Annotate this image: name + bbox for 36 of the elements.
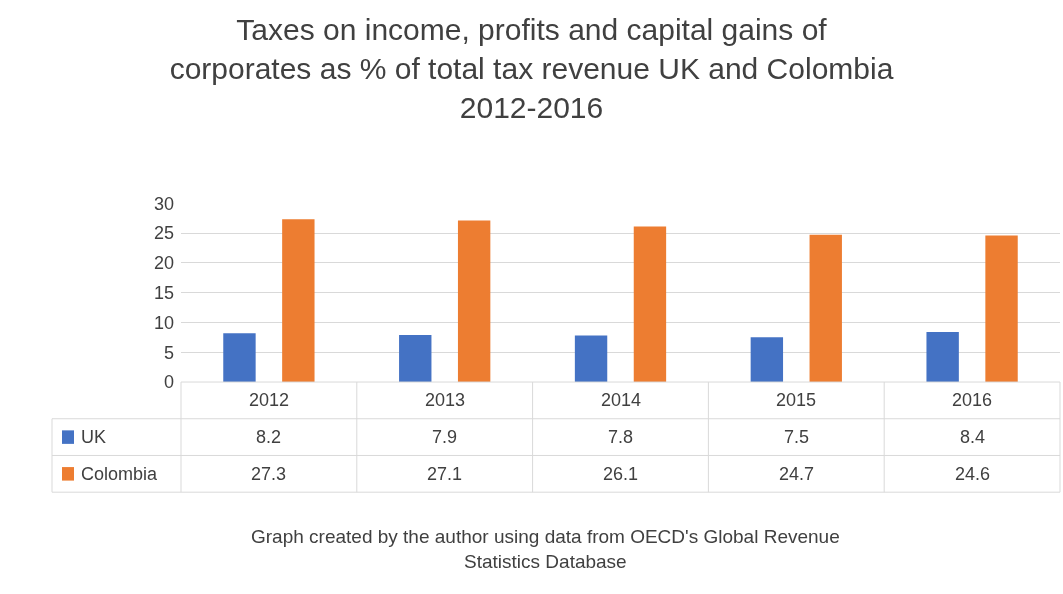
- x-tick-label: 2012: [249, 390, 290, 410]
- data-label: 7.8: [608, 427, 634, 447]
- data-label: 27.1: [427, 464, 463, 484]
- bar: [399, 334, 432, 383]
- bar: [985, 235, 1018, 383]
- data-label: 8.2: [256, 427, 282, 447]
- legend-label: UK: [81, 427, 107, 447]
- data-label: 24.6: [955, 464, 991, 484]
- bar: [282, 219, 315, 383]
- y-tick-label: 30: [153, 193, 174, 214]
- data-label: 7.9: [432, 427, 458, 447]
- y-tick-label: 0: [163, 372, 174, 393]
- x-tick-label: 2013: [425, 390, 466, 410]
- bar: [457, 220, 491, 383]
- bar: [574, 335, 608, 383]
- chart-title: Taxes on income, profits and capital gains of corporates as % of total tax revenue UK and Colombia 2012-2016: [169, 13, 894, 124]
- y-tick-label: 25: [153, 223, 174, 244]
- data-label: 8.4: [960, 427, 986, 447]
- data-label: 26.1: [603, 464, 639, 484]
- bar: [926, 331, 959, 383]
- bar: [809, 234, 842, 383]
- y-tick-label: 10: [153, 312, 174, 333]
- text: Graph created by the author using data from OECD's Global Revenue Statistics Database: [251, 526, 840, 572]
- bar: [633, 226, 667, 383]
- data-label: 27.3: [251, 464, 287, 484]
- legend-label: Colombia: [81, 464, 159, 484]
- y-tick-label: 15: [153, 282, 174, 303]
- bar: [750, 337, 784, 383]
- x-tick-label: 2016: [952, 390, 993, 410]
- x-tick-label: 2014: [601, 390, 642, 410]
- x-tick-label: 2015: [776, 390, 817, 410]
- bar: [223, 333, 256, 383]
- data-label: 24.7: [779, 464, 815, 484]
- y-tick-label: 20: [153, 253, 174, 274]
- data-label: 7.5: [784, 427, 810, 447]
- y-tick-label: 5: [163, 342, 174, 363]
